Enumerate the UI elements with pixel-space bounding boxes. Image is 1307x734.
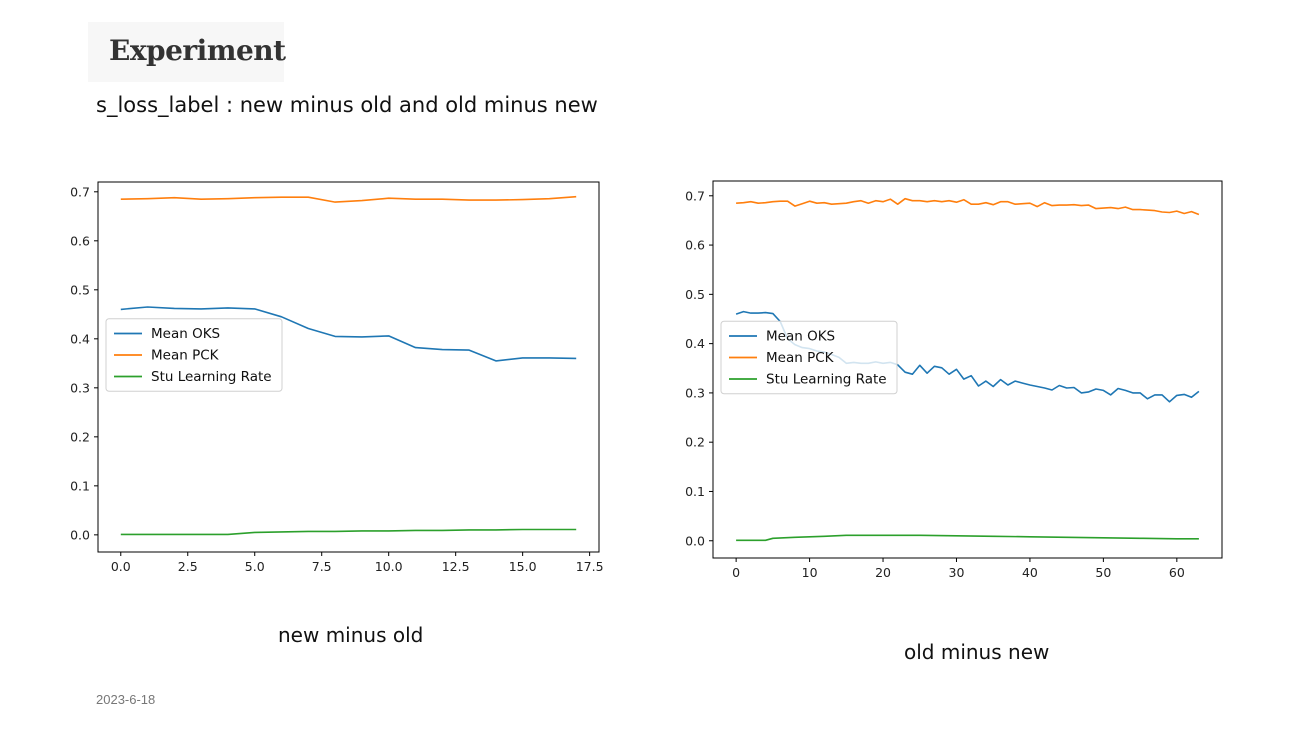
slide-subtitle: s_loss_label : new minus old and old min…	[96, 93, 598, 117]
series-line-mean-pck	[120, 195, 577, 203]
title-background	[88, 22, 284, 82]
x-tick-label: 2.5	[178, 559, 198, 574]
caption-old-minus-new: old minus new	[904, 640, 1050, 664]
y-tick-label: 0.3	[70, 380, 90, 395]
plot-frame	[97, 181, 600, 553]
legend: Mean OKS Mean PCK Stu Learning Rate	[105, 318, 283, 392]
legend-label: Mean OKS	[151, 326, 220, 342]
x-tick-label: 7.5	[312, 559, 332, 574]
series-line-mean-oks	[120, 306, 577, 362]
y-tick-label: 0.1	[70, 478, 90, 493]
y-tick-label: 0.0	[70, 527, 90, 542]
legend-box	[105, 318, 283, 392]
legend-label: Stu Learning Rate	[151, 369, 272, 385]
x-tick-label: 12.5	[442, 559, 470, 574]
y-tick-label: 0.4	[70, 331, 90, 346]
y-tick-label: 0.5	[70, 282, 90, 297]
x-tick-label: 5.0	[245, 559, 265, 574]
series-line-stu-learning-rate	[120, 528, 577, 536]
y-tick-label: 0.6	[70, 233, 90, 248]
x-tick-label: 0.0	[111, 559, 131, 574]
y-tick-label: 0.2	[70, 429, 90, 444]
slide-title: Experiment	[109, 34, 286, 67]
legend-label: Mean PCK	[151, 348, 220, 364]
x-tick-label: 10.0	[375, 559, 403, 574]
caption-new-minus-old: new minus old	[278, 623, 424, 647]
x-tick-label: 15.0	[509, 559, 537, 574]
slide-date: 2023-6-18	[96, 692, 156, 707]
x-tick-label: 17.5	[576, 559, 604, 574]
y-tick-label: 0.7	[70, 184, 90, 199]
